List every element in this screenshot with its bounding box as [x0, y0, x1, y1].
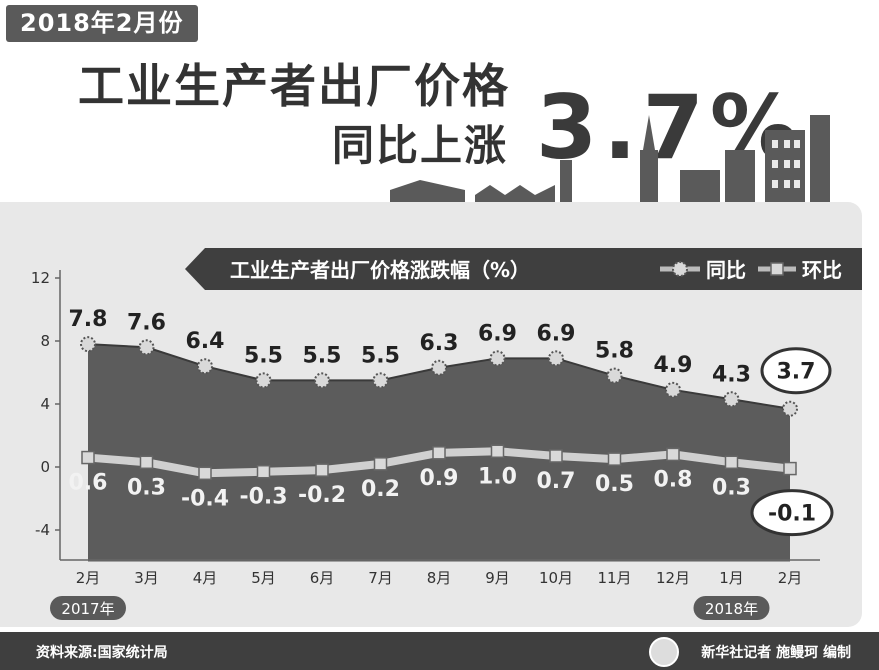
- mom-value-label: -0.4: [181, 486, 229, 511]
- mom-point: [315, 463, 329, 477]
- mom-point: [81, 450, 95, 465]
- y-tick-label: 8: [40, 332, 50, 350]
- yoy-point: [431, 359, 447, 376]
- mom-point: [198, 466, 212, 481]
- mom-point: [373, 457, 388, 471]
- yoy-value-label: 3.7: [777, 360, 816, 385]
- y-tick-label: 0: [40, 458, 50, 476]
- x-tick-label: 1月: [719, 569, 744, 587]
- mom-value-label: 0.9: [420, 466, 459, 491]
- yoy-point: [314, 372, 330, 389]
- yoy-point: [489, 350, 506, 367]
- x-tick-label: 2月: [76, 569, 101, 587]
- x-tick-label: 9月: [485, 569, 510, 587]
- yoy-value-label: 5.5: [244, 343, 283, 368]
- legend-yoy-marker: [672, 261, 688, 277]
- x-tick-label: 2月: [778, 569, 803, 587]
- yoy-point: [138, 339, 155, 356]
- yoy-point: [197, 358, 213, 375]
- mom-point: [724, 455, 739, 470]
- date-badge: 2018年2月份: [6, 5, 198, 42]
- chart-canvas: 12 8 4 0 -4 2月 3月 4月 5月 6月 7月 8月 9月 10月 11月 12月 1月 2月 2017…: [31, 248, 862, 620]
- yoy-point: [606, 367, 623, 384]
- y-tick-label: 4: [40, 395, 50, 413]
- legend-banner: [185, 248, 862, 290]
- mom-point: [783, 461, 797, 476]
- x-tick-label: 10月: [539, 569, 573, 587]
- mom-value-label: 1.0: [478, 464, 517, 489]
- yoy-point: [255, 372, 272, 389]
- mom-callout-bubble: [750, 489, 834, 537]
- x-tick-label: 4月: [193, 569, 218, 587]
- mom-value-label: -0.3: [239, 485, 287, 510]
- source-label: 资料来源:国家统计局: [36, 645, 168, 661]
- mom-point: [666, 447, 680, 462]
- yoy-callout-bubble: [760, 347, 832, 395]
- yoy-value-label: 6.3: [420, 331, 459, 356]
- yoy-value-label: 6.9: [478, 321, 517, 346]
- mom-value-label: 0.3: [712, 475, 751, 500]
- yoy-point: [80, 336, 96, 353]
- yoy-value-label: 4.9: [654, 353, 693, 378]
- yoy-point: [372, 372, 389, 389]
- mom-point: [256, 464, 271, 479]
- x-tick-label: 12月: [656, 569, 690, 587]
- x-tick-label: 6月: [310, 569, 335, 587]
- headline-line1: 工业生产者出厂价格: [78, 59, 510, 113]
- mom-value-label: 0.8: [654, 467, 693, 492]
- legend-mom-label: 环比: [802, 258, 842, 282]
- x-tick-label: 3月: [134, 569, 159, 587]
- yoy-value-label: 5.5: [361, 343, 400, 368]
- legend-yoy-label: 同比: [706, 258, 746, 282]
- headline-line2: 同比上涨: [332, 121, 509, 170]
- year-label-bg: [693, 596, 770, 620]
- mom-point: [139, 455, 154, 470]
- mom-value-label: 0.6: [69, 471, 108, 496]
- credit-label: 新华社记者 施鳗珂 编制: [701, 645, 851, 661]
- yoy-value-label: 5.5: [303, 343, 342, 368]
- chart-title: 工业生产者出厂价格涨跌幅（%）: [230, 258, 530, 282]
- x-tick-label: 5月: [251, 569, 276, 587]
- yoy-point: [548, 350, 564, 367]
- year-label-bg: [50, 596, 126, 620]
- year-label-end: 2018年: [705, 600, 758, 618]
- x-tick-label: 11月: [597, 569, 631, 587]
- year-label-start: 2017年: [61, 600, 114, 618]
- mom-value-label: 0.5: [595, 472, 634, 497]
- y-tick-label: 12: [31, 269, 50, 287]
- mom-value-label: 0.3: [127, 475, 166, 500]
- yoy-value-label: 6.4: [186, 329, 225, 354]
- y-tick-label: -4: [35, 521, 50, 539]
- yoy-value-label: 7.8: [69, 307, 108, 332]
- yoy-point: [665, 381, 681, 398]
- mom-value-label: 0.2: [361, 477, 400, 502]
- mom-point: [549, 449, 563, 463]
- x-tick-label: 8月: [427, 569, 452, 587]
- mom-point: [432, 446, 446, 460]
- mom-point: [607, 452, 622, 466]
- mom-value-label: -0.2: [298, 483, 346, 508]
- yoy-value-label: 7.6: [127, 310, 166, 335]
- xinhua-logo-icon: [649, 637, 679, 667]
- yoy-value-label: 5.8: [595, 339, 634, 364]
- footer-bar: 资料来源:国家统计局 新华社记者 施鳗珂 编制: [0, 632, 879, 670]
- yoy-value-label: 4.3: [712, 362, 751, 387]
- x-tick-label: 7月: [368, 569, 393, 587]
- mom-value-label: 0.7: [537, 469, 576, 494]
- yoy-value-label: 6.9: [537, 321, 576, 346]
- yoy-point: [723, 391, 740, 408]
- yoy-point: [782, 400, 798, 417]
- mom-value-label: -0.1: [768, 502, 816, 527]
- mom-point: [490, 444, 505, 458]
- legend-mom-marker: [770, 262, 784, 276]
